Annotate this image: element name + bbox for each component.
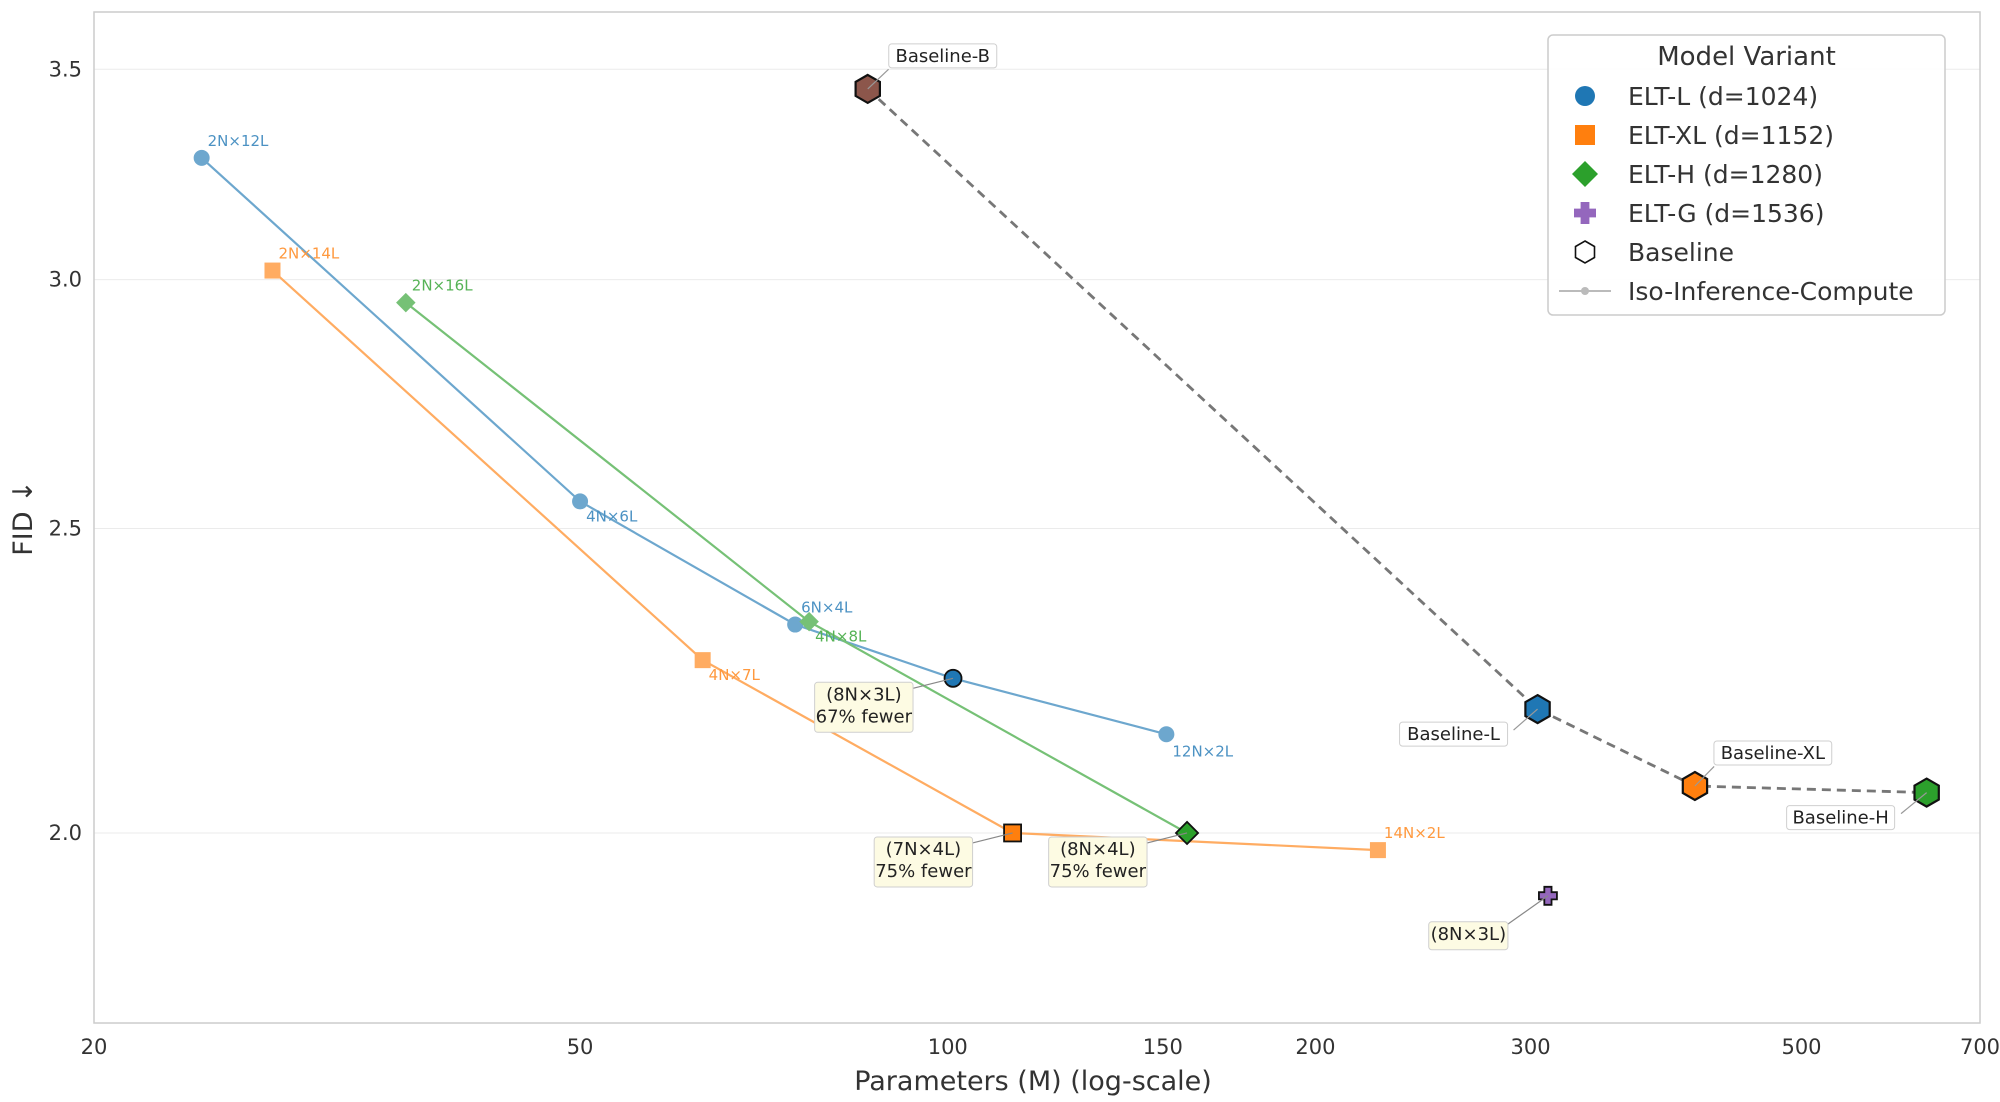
annotation-1-box [814, 681, 914, 733]
data-point-elt-l-d-1024 [572, 493, 589, 510]
legend-label: ELT-L (d=1024) [1628, 82, 1818, 111]
baseline-label: Baseline-L [1399, 721, 1509, 747]
annotations: Baseline-B Baseline-L Baseline-XL Baseline-… [814, 43, 1928, 951]
series-line-elt-xl-d-1152 [271, 269, 1378, 852]
point-label: 14N×2L [1384, 824, 1445, 842]
data-point-elt-h-d-1280 [799, 611, 819, 632]
legend-label: ELT-G (d=1536) [1628, 199, 1824, 228]
legend-label: Baseline [1628, 238, 1734, 267]
legend-label: ELT-H (d=1280) [1628, 160, 1823, 189]
baseline-label-box [1786, 805, 1896, 831]
x-tick-label: 20 [81, 1035, 108, 1059]
point-label: 4N×7L [709, 666, 761, 684]
point-label: 2N×14L [278, 245, 339, 263]
annotation-2-box [873, 836, 974, 888]
annotation-3-text: 75% fewer [1050, 861, 1147, 882]
annotation-3: (8N×4L)75% fewer [1048, 836, 1148, 888]
x-axis-title: Parameters (M) (log-scale) [854, 1066, 1212, 1097]
x-tick-label: 300 [1510, 1035, 1550, 1059]
baseline-leader [867, 68, 889, 90]
x-tick-label: 200 [1295, 1035, 1335, 1059]
baseline-label-text: Baseline-B [895, 46, 990, 67]
point-label: 4N×8L [815, 628, 867, 646]
x-tick-label: 100 [928, 1035, 968, 1059]
annotation-4: (8N×3L) [1428, 921, 1509, 951]
baseline-label-box [888, 43, 998, 69]
baseline-leader [1513, 708, 1538, 731]
legend-label: ELT-XL (d=1152) [1628, 121, 1834, 150]
baseline-line [866, 87, 1927, 794]
data-point-elt-xl-d-1152 [264, 262, 281, 279]
annotation-3-text: (8N×4L) [1060, 839, 1136, 860]
point-label: 4N×6L [586, 507, 638, 525]
annotation-2-text: 75% fewer [875, 861, 972, 882]
annotation-1-text: (8N×3L) [826, 684, 902, 705]
baseline-label: Baseline-XL [1713, 740, 1833, 766]
legend: Model Variant ELT-L (d=1024) ELT-XL (d=115… [1547, 34, 1946, 316]
legend-label: Iso-Inference-Compute [1628, 277, 1914, 306]
legend-swatch-elt-l-d-1024 [1575, 86, 1595, 106]
legend-line-dot [1581, 287, 1589, 295]
point-label: 2N×16L [412, 277, 473, 295]
baseline-leader [1694, 765, 1715, 787]
data-point-elt-xl-d-1152 [694, 652, 711, 669]
baseline-point-baseline-h [1913, 777, 1940, 808]
point-label: 6N×4L [801, 599, 853, 617]
y-tick-label: 2.5 [49, 516, 82, 540]
legend-swatch-baseline [1574, 240, 1596, 264]
data-point-elt-l-d-1024 [787, 616, 804, 633]
annotation-2: (7N×4L)75% fewer [873, 836, 974, 888]
x-tick-label: 50 [567, 1035, 594, 1059]
baseline-label-box [1713, 740, 1833, 766]
baseline-label-text: Baseline-H [1792, 808, 1888, 829]
legend-title: Model Variant [1657, 42, 1836, 72]
annotation-4-box [1428, 921, 1509, 951]
legend-swatch-elt-h-d-1280 [1572, 161, 1598, 187]
annotation-2-text: (7N×4L) [886, 839, 962, 860]
y-tick-label: 2.0 [49, 821, 82, 845]
x-tick-label: 500 [1781, 1035, 1821, 1059]
legend-swatch-elt-xl-d-1152 [1575, 125, 1595, 145]
data-point-elt-l-d-1024 [193, 149, 210, 166]
baseline-leader [1900, 792, 1928, 815]
annotation-1-text: 67% fewer [816, 706, 913, 727]
x-tick-label: 150 [1143, 1035, 1183, 1059]
y-tick-label: 3.5 [49, 57, 82, 81]
baseline-label: Baseline-B [888, 43, 998, 69]
legend-swatch-elt-g-d-1536 [1574, 202, 1596, 224]
baseline-label-text: Baseline-XL [1721, 743, 1825, 764]
y-axis-title: FID ↓ [8, 480, 39, 556]
data-point-elt-h-d-1280 [396, 292, 416, 313]
annotation-4-text: (8N×3L) [1431, 924, 1507, 945]
baseline-label-text: Baseline-L [1407, 724, 1500, 745]
x-tick-label: 700 [1960, 1035, 2000, 1059]
y-tick-label: 3.0 [49, 268, 82, 292]
data-point-elt-xl-d-1152 [1369, 842, 1386, 859]
baseline-label-box [1399, 721, 1509, 747]
data-point-elt-l-d-1024 [1158, 726, 1175, 743]
axes: Parameters (M) (log-scale) FID ↓ 2.0 2.5 3… [8, 57, 2000, 1097]
legend-frame [1547, 34, 1946, 316]
plot-frame [93, 11, 1981, 1024]
annotation-1: (8N×3L)67% fewer [814, 681, 914, 733]
point-label: 2N×12L [208, 132, 269, 150]
baseline-label: Baseline-H [1786, 805, 1896, 831]
point-labels: 2N×12L 4N×6L 6N×4L 12N×2L 2N×14L 4N×7L 14N×2L 2… [208, 132, 1446, 842]
point-label: 12N×2L [1172, 742, 1233, 760]
annotation-3-box [1048, 836, 1148, 888]
